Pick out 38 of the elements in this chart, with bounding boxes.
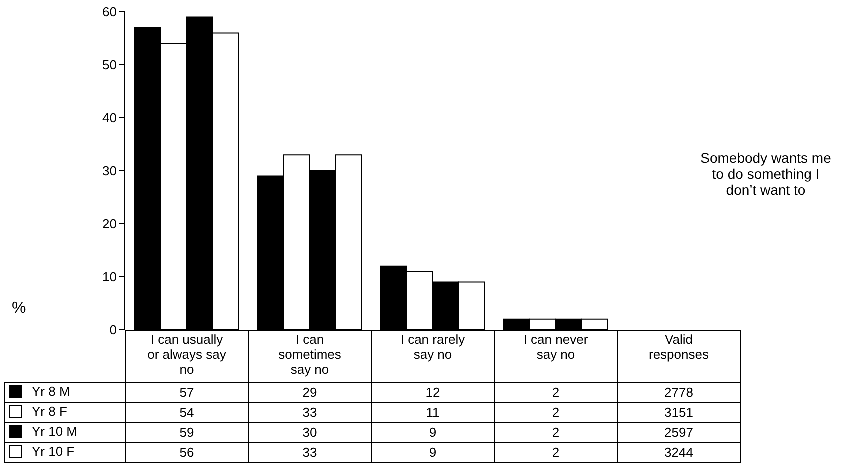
y-tick-label: 60	[102, 4, 117, 20]
data-label: 30	[248, 422, 372, 442]
data-label: 11	[372, 402, 494, 422]
legend-label: Yr 10 M	[31, 424, 78, 439]
legend-label: Yr 10 F	[31, 444, 75, 459]
data-label: 9	[372, 442, 494, 462]
data-label: 2	[494, 422, 618, 442]
text: Somebody wants me to do something I don’t want to	[700, 150, 832, 198]
text: 2597	[618, 422, 740, 442]
text: Valid responses	[618, 330, 740, 382]
data-label: 29	[248, 382, 372, 402]
x-tick-label: I can sometimes say no	[248, 330, 372, 382]
x-tick-label: I can usually or always say no	[126, 330, 248, 382]
data-label: 12	[372, 382, 494, 402]
data-label: 33	[248, 442, 372, 462]
x-tick-label: I can rarely say no	[372, 330, 494, 382]
y-tick-label: 0	[110, 322, 117, 338]
y-axis-title: %	[12, 300, 26, 318]
y-tick-label: 10	[102, 270, 117, 285]
data-label: 9	[372, 422, 494, 442]
legend-label: Yr 8 M	[31, 384, 70, 399]
data-label: 59	[126, 422, 248, 442]
y-tick-label: 20	[102, 216, 117, 232]
data-label: 2	[494, 442, 618, 462]
data-label: 56	[126, 442, 248, 462]
data-label: 54	[126, 402, 248, 422]
legend-label: Yr 8 F	[31, 404, 68, 419]
text: 2778	[618, 382, 740, 402]
y-tick-label: 50	[102, 58, 117, 73]
text: 3151	[618, 402, 740, 422]
data-label: 2	[494, 382, 618, 402]
data-label: 2	[494, 402, 618, 422]
x-tick-label: I can never say no	[494, 330, 618, 382]
y-tick-label: 40	[102, 110, 117, 126]
data-label: 33	[248, 402, 372, 422]
data-label: 57	[126, 382, 248, 402]
y-tick-label: 30	[102, 164, 117, 179]
text: 3244	[618, 442, 740, 462]
